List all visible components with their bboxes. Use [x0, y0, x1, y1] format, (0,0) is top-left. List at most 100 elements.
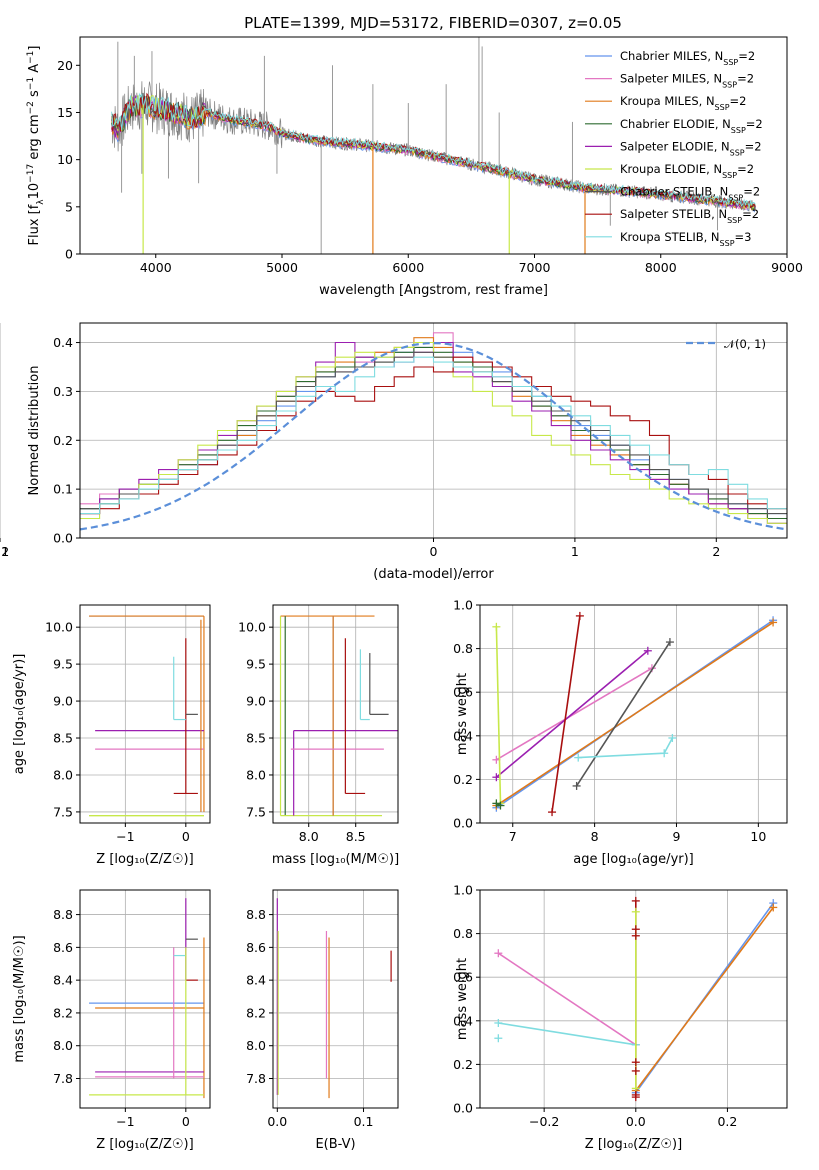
y-axis-label-part: −1 — [26, 77, 36, 90]
panel-mass_vs_EBV: 0.0 0.1 7.8 8.0 8.2 8.4 8.6 8.8 E(B-V) — [246, 889, 399, 1152]
legend-label: Salpeter MILES, NSSP=2 — [620, 72, 754, 90]
x-tick-label: 2 — [712, 544, 720, 559]
x-axis-label: Z [log₁₀(Z/Z☉)] — [96, 1137, 193, 1152]
panel-weight_vs_age: 7 8 9 10 0.0 0.2 0.4 0.6 0.8 1.0 age [log₁₀(age/yr… — [453, 598, 788, 867]
y-tick-label: 7.8 — [246, 1071, 266, 1086]
legend-subscript: SSP — [715, 103, 730, 112]
x-tick-label: −2 — [0, 544, 9, 559]
legend-subscript: SSP — [722, 171, 737, 180]
y-tick-label: 0.8 — [453, 926, 473, 941]
x-tick-label: 8.0 — [299, 829, 319, 844]
series-kroupa_stelib — [498, 1022, 636, 1046]
x-tick-label: 0.1 — [354, 1114, 374, 1129]
y-tick-label: 0.3 — [53, 384, 73, 399]
panel-age_vs_mass: 8.0 8.5 7.5 8.0 8.5 9.0 9.5 10.0 mass [log₁₀(M/M… — [238, 604, 399, 867]
y-tick-label: 0.2 — [53, 433, 73, 448]
axes-frame — [479, 889, 788, 1109]
legend-label: Kroupa MILES, NSSP=2 — [620, 94, 746, 112]
spectrum-plot-area — [111, 37, 756, 254]
residuals-plot-area — [80, 332, 787, 531]
x-tick-label: 10 — [750, 829, 766, 844]
axes-frame — [272, 889, 399, 1109]
y-tick-label: 20 — [57, 58, 73, 73]
x-tick-label: 0.0 — [267, 1114, 287, 1129]
y-tick-label: 9.0 — [53, 694, 73, 709]
x-tick-label: 7 — [509, 829, 517, 844]
y-tick-label: 8.0 — [53, 1038, 73, 1053]
y-tick-label: 9.5 — [246, 657, 266, 672]
histogram-kroupa_stelib — [80, 356, 787, 515]
y-tick-label: 15 — [57, 105, 73, 120]
y-tick-label: 0.4 — [53, 335, 73, 350]
y-tick-label: 9.5 — [53, 657, 73, 672]
legend-label: Chabrier ELODIE, NSSP=2 — [620, 117, 763, 135]
normal-curve — [80, 341, 787, 531]
legend-label: Salpeter STELIB, NSSP=2 — [620, 207, 759, 225]
age_vs_mass-plot-area — [279, 615, 398, 817]
panel-weight_vs_Z: −0.2 0.0 0.2 0.0 0.2 0.4 0.6 0.8 1.0 Z [log₁₀(Z/Z… — [453, 883, 788, 1152]
series-salpeter_elodie — [495, 650, 649, 778]
legend-count: =2 — [737, 162, 754, 176]
x-tick-label: −1 — [116, 829, 134, 844]
y-tick-label: 8.2 — [246, 1005, 266, 1020]
y-axis-label-part: −2 — [26, 101, 36, 114]
axes-frame — [272, 604, 399, 824]
histogram-kroupa_elodie — [80, 341, 787, 524]
legend-count: =2 — [742, 207, 759, 221]
x-tick-label: 0.2 — [717, 1114, 737, 1129]
panel-age_vs_Z: −1 0 7.5 8.0 8.5 9.0 9.5 10.0 Z [log₁₀(Z/Z☉)] age… — [12, 604, 211, 867]
x-tick-label: 0.0 — [626, 1114, 646, 1129]
x-tick-label: 0 — [182, 829, 190, 844]
y-axis-label-part: A — [27, 64, 42, 77]
x-axis-label: mass [log₁₀(M/M☉)] — [272, 852, 399, 867]
y-tick-label: 8.6 — [246, 940, 266, 955]
y-tick-label: 0.4 — [453, 728, 473, 743]
legend-count: =3 — [735, 230, 752, 244]
model-spectrum-kroupa_stelib — [111, 92, 756, 208]
panel-mass_vs_Z: −1 0 7.8 8.0 8.2 8.4 8.6 8.8 Z [log₁₀(Z/Z☉)] mass… — [12, 889, 211, 1152]
x-axis-label: E(B-V) — [315, 1137, 355, 1152]
legend-subscript: SSP — [723, 58, 738, 67]
y-tick-label: 8.0 — [246, 1038, 266, 1053]
axes-frame — [479, 604, 788, 824]
y-tick-label: 8.8 — [246, 907, 266, 922]
legend-subscript: SSP — [727, 216, 742, 225]
panel-residuals: −2−1 0 1 2 0.0 0.1 0.2 0.3 0.4 (data-model)/error… — [0, 322, 788, 582]
series-salpeter_miles — [497, 952, 637, 1046]
y-tick-label: 8.0 — [53, 767, 73, 782]
x-tick-label: 7000 — [519, 260, 551, 275]
y-tick-label: 7.5 — [53, 804, 73, 819]
y-tick-label: 1.0 — [453, 883, 473, 898]
y-axis-label-part: 10 — [27, 183, 42, 200]
y-axis-label-part: −17 — [26, 164, 36, 183]
y-tick-label: 8.2 — [53, 1005, 73, 1020]
y-axis-label-part: −1 — [26, 51, 36, 64]
y-tick-label: 10.0 — [238, 620, 266, 635]
legend-count: =2 — [745, 139, 762, 153]
axes-frame — [79, 604, 211, 824]
legend-count: =2 — [746, 117, 763, 131]
series-kroupa_miles — [495, 621, 774, 807]
x-tick-label: 0 — [182, 1114, 190, 1129]
y-tick-label: 10.0 — [45, 620, 73, 635]
y-axis-label: mass weight — [455, 958, 470, 1040]
y-tick-label: 9.0 — [246, 694, 266, 709]
x-axis-label: age [log₁₀(age/yr)] — [573, 852, 694, 867]
y-tick-label: 8.4 — [246, 973, 266, 988]
y-tick-label: 0.6 — [453, 970, 473, 985]
x-tick-label: 0 — [430, 544, 438, 559]
x-tick-label: 9 — [673, 829, 681, 844]
legend-subscript: SSP — [731, 125, 746, 134]
y-axis-label-part: λ — [36, 199, 46, 205]
x-tick-label: 5000 — [266, 260, 298, 275]
axes-frame — [79, 322, 788, 539]
x-tick-label: −1 — [116, 1114, 134, 1129]
x-tick-label: 4000 — [140, 260, 172, 275]
y-tick-label: 8.5 — [246, 731, 266, 746]
y-axis-label: mass [log₁₀(M/M☉)] — [12, 935, 27, 1062]
x-tick-label: −1 — [0, 544, 9, 559]
mass_vs_EBV-plot-area — [276, 898, 392, 1099]
y-axis-label: mass weight — [455, 673, 470, 755]
y-tick-label: 8.8 — [53, 907, 73, 922]
series-chabrier_stelib — [575, 641, 671, 787]
